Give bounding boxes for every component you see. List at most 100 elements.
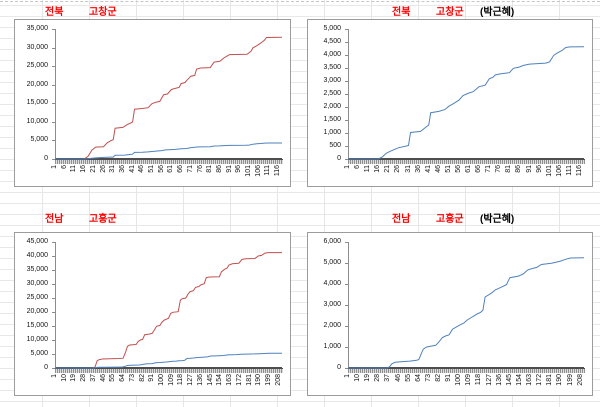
title-county: 고창군: [89, 7, 117, 18]
y-axis-label: 25,000: [26, 294, 48, 301]
y-axis-tick: [345, 146, 348, 147]
y-axis-tick: [345, 107, 348, 108]
y-axis-label: 5,000: [30, 350, 48, 357]
y-axis-tick: [345, 159, 348, 160]
plot-area: [348, 29, 584, 159]
x-axis-tick-band: [348, 159, 585, 164]
title-county: 고흥군: [436, 214, 464, 225]
y-axis-tick: [345, 81, 348, 82]
series-layer: [348, 46, 585, 160]
y-axis-label: 20,000: [26, 80, 48, 88]
y-axis-label: 35,000: [26, 25, 48, 32]
y-axis-label: 30,000: [26, 43, 48, 51]
y-axis-tick: [345, 94, 348, 95]
y-axis-tick: [52, 159, 55, 160]
y-axis-tick: [345, 326, 348, 327]
y-axis-label: 0: [337, 364, 341, 371]
y-axis-tick: [52, 354, 55, 355]
title-county: 고창군: [436, 7, 464, 18]
y-axis-tick: [345, 120, 348, 121]
plot-area: [348, 242, 584, 368]
y-axis-label: 40,000: [26, 252, 48, 259]
y-axis-label: 1,500: [323, 116, 341, 123]
y-axis-label: 4,000: [323, 280, 341, 287]
y-axis-label: 10,000: [26, 117, 48, 125]
y-axis-tick: [52, 103, 55, 105]
y-axis-label: 0: [337, 155, 341, 162]
y-axis-label: 3,000: [323, 77, 341, 84]
y-axis-tick: [345, 29, 348, 30]
y-axis-tick: [345, 368, 348, 369]
y-axis-tick: [345, 133, 348, 134]
y-axis-tick: [52, 340, 55, 341]
y-axis-tick: [52, 121, 55, 123]
chart-jeonnam-goheung-park[interactable]: 0 1,000 2,000 3,000 4,000 5,000 6,000 1 10 19 28 37…: [307, 232, 593, 396]
plot-area: [55, 242, 282, 368]
y-axis-tick: [345, 347, 348, 348]
series-blue-line: [55, 142, 282, 160]
series-layer: [55, 36, 283, 160]
y-axis-label: 0: [44, 364, 48, 371]
y-axis-label: 2,000: [323, 103, 341, 110]
y-axis-tick: [52, 256, 55, 257]
series-red-line: [55, 36, 283, 160]
y-axis-label: 30,000: [26, 280, 48, 287]
y-axis-label: 20,000: [26, 308, 48, 315]
y-axis-label: 10,000: [26, 336, 48, 343]
y-axis-label: 6,000: [323, 238, 341, 245]
y-axis-tick: [52, 284, 55, 285]
y-axis-label: 15,000: [26, 99, 48, 107]
y-axis-label: 5,000: [323, 25, 341, 32]
y-axis-label: 35,000: [26, 266, 48, 273]
y-axis-tick: [345, 68, 348, 69]
page-break-line: [0, 1, 600, 2]
y-axis-tick: [345, 55, 348, 56]
series-layer: [348, 257, 585, 369]
plot-area: [55, 29, 282, 159]
y-axis-label: 1,000: [323, 343, 341, 350]
series-blue-line: [348, 46, 585, 160]
x-axis-tick-band: [55, 159, 283, 164]
y-axis-tick: [52, 242, 55, 243]
y-axis-tick: [345, 263, 348, 264]
y-axis-label: 5,000: [30, 136, 48, 144]
title-province: 전남: [45, 214, 64, 225]
chart-jeonbuk-gochang-park[interactable]: 0 500 1,000 1,500 2,000 2,500 3,000 3,500 4,000 4…: [307, 19, 593, 187]
y-axis-tick: [345, 42, 348, 43]
y-axis-label: 2,000: [323, 322, 341, 329]
y-axis-tick: [52, 140, 55, 142]
y-axis-label: 15,000: [26, 322, 48, 329]
title-province: 전남: [392, 214, 411, 225]
y-axis-tick: [52, 84, 55, 86]
y-axis-label: 1,000: [323, 129, 341, 136]
title-candidate: (박근혜): [480, 7, 515, 18]
title-county: 고흥군: [89, 214, 117, 225]
y-axis-tick: [52, 270, 55, 271]
y-axis-label: 4,000: [323, 51, 341, 58]
y-axis-label: 45,000: [26, 238, 48, 245]
y-axis-label: 500: [329, 142, 341, 149]
y-axis-tick: [52, 29, 55, 30]
y-axis-tick: [52, 47, 55, 49]
title-candidate: (박근혜): [480, 214, 515, 225]
series-blue-line: [348, 257, 585, 369]
y-axis-label: 3,000: [323, 301, 341, 308]
y-axis-tick: [52, 326, 55, 327]
x-axis-tick-band: [348, 368, 585, 373]
y-axis-label: 3,500: [323, 64, 341, 71]
title-province: 전북: [392, 7, 411, 18]
chart-jeonbuk-gochang-all[interactable]: 0 5,000 10,000 15,000 20,000 25,000 30,000 35,0…: [14, 19, 291, 187]
series-red-line: [55, 252, 282, 369]
series-blue-line: [55, 352, 282, 369]
y-axis-label: 0: [44, 155, 48, 162]
chart-jeonnam-goheung-all[interactable]: 0 5,000 10,000 15,000 20,000 25,000 30,000 35,0…: [14, 232, 291, 396]
y-axis-label: 4,500: [323, 38, 341, 45]
y-axis-tick: [345, 305, 348, 306]
y-axis-label: 2,500: [323, 90, 341, 97]
x-axis-tick-band: [55, 368, 283, 373]
y-axis-tick: [345, 284, 348, 285]
y-axis-tick: [52, 66, 55, 68]
series-layer: [55, 252, 282, 369]
title-province: 전북: [45, 7, 64, 18]
